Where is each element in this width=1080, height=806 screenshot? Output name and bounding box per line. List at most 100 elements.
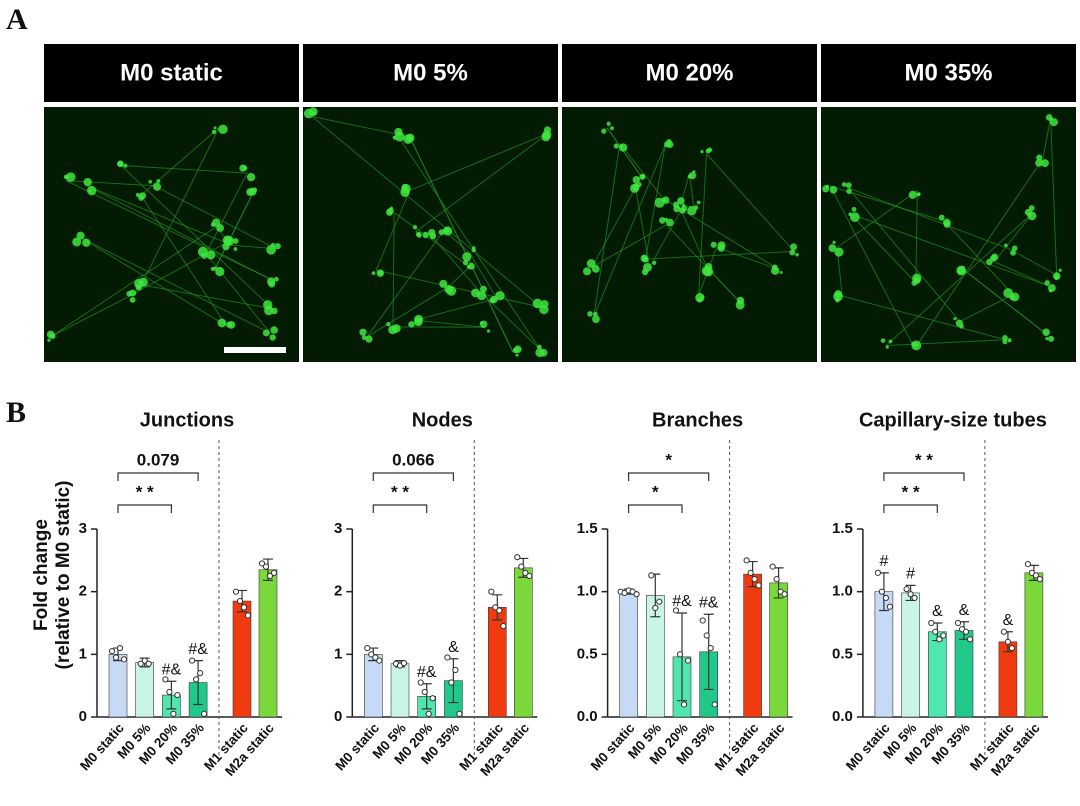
cell-process bbox=[829, 185, 916, 349]
data-point bbox=[711, 701, 718, 708]
cell bbox=[845, 182, 852, 189]
data-point bbox=[492, 604, 499, 611]
cell bbox=[717, 244, 725, 252]
data-point bbox=[769, 563, 776, 570]
data-point bbox=[496, 607, 503, 614]
significance-bracket bbox=[628, 504, 683, 513]
cell bbox=[957, 266, 965, 275]
scale-bar bbox=[224, 347, 286, 353]
data-point bbox=[421, 688, 428, 696]
cell-process bbox=[140, 195, 227, 326]
cell-process bbox=[698, 153, 707, 296]
cell bbox=[412, 225, 418, 230]
cell-process bbox=[415, 132, 549, 233]
cell-process bbox=[959, 294, 1014, 323]
significance-annotation: #& bbox=[699, 594, 719, 611]
cell-process bbox=[51, 295, 131, 337]
data-point bbox=[201, 710, 208, 717]
y-tick-label: 0.0 bbox=[832, 708, 853, 725]
cell bbox=[953, 317, 957, 321]
y-axis-label: Fold change (relative to M0 static) bbox=[31, 481, 74, 670]
data-point bbox=[270, 569, 278, 576]
data-point bbox=[193, 676, 200, 683]
cell bbox=[471, 247, 476, 253]
cell-process bbox=[415, 319, 486, 328]
data-point bbox=[452, 666, 459, 674]
micrograph bbox=[821, 107, 1076, 362]
significance-annotation: #& bbox=[417, 664, 437, 681]
cell bbox=[829, 185, 838, 194]
cell bbox=[652, 260, 657, 266]
cell bbox=[361, 335, 367, 340]
cell bbox=[1053, 274, 1060, 281]
cell bbox=[885, 345, 889, 349]
cell-process bbox=[311, 115, 397, 135]
data-point bbox=[456, 710, 463, 717]
cell bbox=[851, 206, 857, 212]
significance-label: 0.079 bbox=[137, 450, 180, 469]
significance-label: * * bbox=[902, 482, 920, 501]
cell bbox=[1044, 280, 1050, 286]
cell bbox=[639, 173, 646, 180]
cell bbox=[439, 279, 448, 288]
data-point bbox=[1036, 576, 1044, 583]
chart-title: Branches bbox=[652, 409, 743, 431]
cell bbox=[438, 229, 445, 236]
significance-label: * * bbox=[391, 482, 409, 501]
data-point bbox=[680, 701, 688, 708]
data-point bbox=[488, 588, 495, 595]
cell bbox=[406, 133, 415, 143]
cell bbox=[1058, 268, 1062, 272]
cell bbox=[592, 315, 600, 324]
y-axis-label-line: (relative to M0 static) bbox=[53, 481, 74, 670]
significance-annotation: # bbox=[906, 566, 915, 583]
bar bbox=[901, 592, 920, 718]
data-point bbox=[425, 710, 432, 717]
data-point bbox=[444, 654, 451, 661]
cell bbox=[197, 246, 208, 257]
cell-process bbox=[591, 187, 636, 268]
cell bbox=[583, 267, 592, 276]
cell bbox=[83, 177, 92, 187]
cell bbox=[835, 297, 840, 303]
significance-annotation: #& bbox=[672, 593, 692, 610]
significance-annotation: #& bbox=[188, 641, 208, 658]
cell-process bbox=[688, 173, 695, 208]
cell bbox=[274, 276, 279, 282]
cell bbox=[428, 228, 436, 237]
cell bbox=[586, 259, 596, 268]
data-point bbox=[514, 554, 521, 561]
data-point bbox=[699, 617, 706, 624]
cell bbox=[535, 348, 545, 358]
image-title: M0 20% bbox=[645, 59, 733, 86]
cell bbox=[677, 197, 685, 205]
cell-process bbox=[847, 187, 961, 322]
y-tick-label: 2 bbox=[79, 583, 87, 600]
cell bbox=[779, 270, 783, 275]
data-point bbox=[911, 594, 918, 602]
data-point bbox=[170, 710, 177, 717]
data-point bbox=[232, 588, 240, 595]
data-point bbox=[1000, 628, 1008, 635]
cell bbox=[630, 183, 640, 193]
micrograph-bg bbox=[562, 107, 817, 362]
cell bbox=[1042, 328, 1050, 336]
cell-process bbox=[376, 269, 542, 308]
data-point bbox=[500, 623, 507, 630]
cell-process bbox=[635, 187, 651, 268]
panel-label: A bbox=[6, 3, 28, 36]
data-point bbox=[244, 612, 252, 619]
cell bbox=[152, 182, 162, 191]
data-point bbox=[907, 591, 914, 598]
cell-process bbox=[645, 250, 795, 260]
data-point bbox=[684, 657, 692, 664]
cell bbox=[211, 218, 221, 228]
cell-process bbox=[593, 144, 666, 317]
cell bbox=[704, 262, 713, 271]
significance-annotation: & bbox=[448, 639, 459, 656]
cell bbox=[479, 285, 487, 293]
cell bbox=[795, 253, 799, 257]
cell bbox=[771, 264, 778, 271]
bar bbox=[1024, 572, 1044, 718]
